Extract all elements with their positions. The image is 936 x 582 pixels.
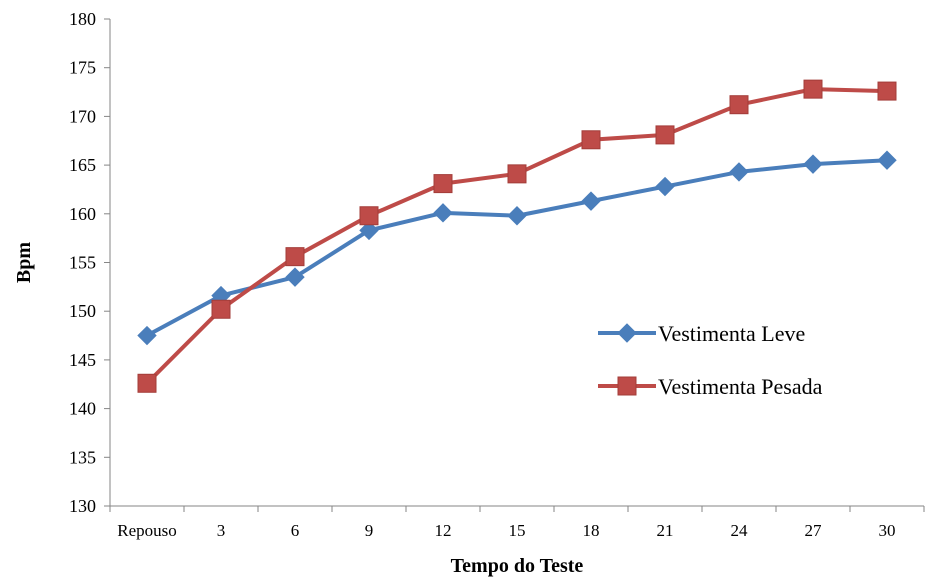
x-tick-label: 12 (435, 521, 452, 540)
x-axis-title: Tempo do Teste (451, 555, 584, 577)
data-point-diamond (433, 203, 453, 223)
data-point-square (433, 174, 453, 194)
y-tick-label: 130 (69, 496, 96, 516)
data-point-square (655, 125, 675, 145)
data-point-square (137, 373, 157, 393)
data-point-square (507, 164, 527, 184)
legend: Vestimenta Leve Vestimenta Pesada (598, 321, 823, 399)
data-point-square (581, 130, 601, 150)
legend-square-marker (617, 376, 637, 396)
legend-diamond-marker (617, 323, 637, 343)
legend-item: Vestimenta Leve (598, 321, 805, 346)
y-tick-label: 155 (69, 253, 96, 273)
x-tick-label: 3 (217, 521, 226, 540)
y-axis: 130 135 140 145 150 155 160 165 170 175 180 (69, 9, 111, 516)
y-tick-label: 180 (69, 9, 96, 29)
data-point-diamond (877, 150, 897, 170)
x-tick-label: 27 (805, 521, 823, 540)
series-layer (137, 79, 897, 393)
data-point-diamond (729, 162, 749, 182)
x-tick-label: 6 (291, 521, 300, 540)
data-point-diamond (803, 154, 823, 174)
series-line (146, 158, 888, 338)
x-tick-label: 24 (731, 521, 749, 540)
x-tick-label: 21 (657, 521, 674, 540)
y-tick-label: 160 (69, 204, 96, 224)
y-axis-title: Bpm (13, 242, 35, 283)
data-point-diamond (137, 325, 157, 346)
y-tick-label: 140 (69, 399, 96, 419)
x-tick-label: 18 (583, 521, 600, 540)
y-tick-label: 170 (69, 106, 96, 126)
x-tick-label: 9 (365, 521, 374, 540)
x-tick-label: Repouso (117, 521, 177, 540)
data-point-diamond (507, 206, 527, 226)
y-tick-label: 165 (69, 155, 96, 175)
data-point-square (211, 299, 231, 319)
legend-item: Vestimenta Pesada (598, 374, 823, 399)
data-point-diamond (581, 191, 601, 211)
x-tick-label: 15 (509, 521, 526, 540)
legend-label: Vestimenta Pesada (658, 374, 823, 399)
data-point-square (877, 81, 897, 101)
x-axis: Repouso 3 6 9 12 15 18 21 24 27 30 (109, 505, 925, 540)
data-point-diamond (285, 267, 305, 287)
data-point-square (803, 79, 823, 99)
data-point-diamond (359, 220, 379, 241)
y-tick-label: 135 (69, 447, 96, 467)
y-tick-label: 175 (69, 58, 96, 78)
data-point-square (359, 206, 379, 226)
data-point-square (285, 247, 305, 267)
data-point-diamond (655, 176, 675, 197)
y-tick-label: 150 (69, 301, 96, 321)
x-tick-label: 30 (879, 521, 896, 540)
legend-label: Vestimenta Leve (658, 321, 805, 346)
series-vestimenta-pesada (137, 79, 897, 393)
y-tick-label: 145 (69, 350, 96, 370)
data-point-square (729, 95, 749, 115)
